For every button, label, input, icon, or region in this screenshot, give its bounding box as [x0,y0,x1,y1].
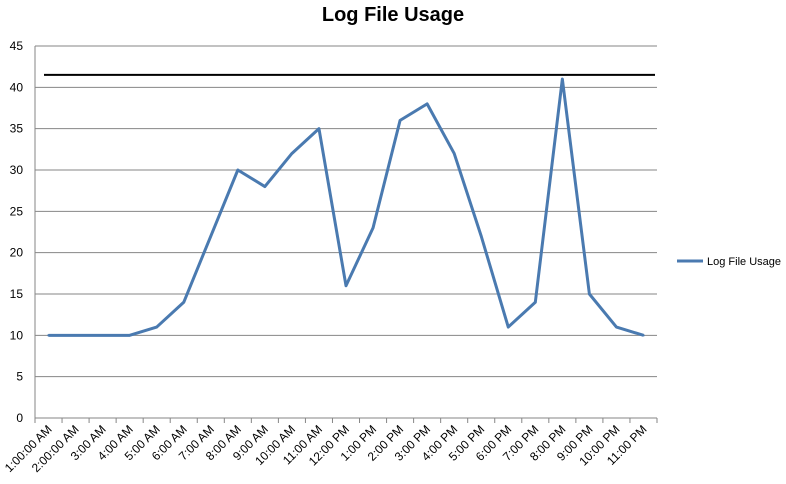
data-point [290,152,294,155]
y-tick-label: 15 [10,287,24,301]
data-point [209,234,212,238]
y-tick-label: 10 [10,328,24,342]
data-point [101,334,104,337]
data-point [344,284,348,287]
data-point [561,77,564,81]
data-point [507,325,510,329]
y-tick-label: 20 [10,246,24,260]
data-point [236,168,240,172]
y-tick-label: 35 [10,122,24,136]
y-tick-label: 45 [10,39,24,53]
data-point [425,102,429,106]
legend-label: Log File Usage [707,256,781,268]
data-point [588,292,591,296]
data-point [452,152,456,155]
y-tick-label: 40 [10,80,24,94]
y-tick-label: 30 [10,163,24,177]
data-point [480,234,483,238]
y-tick-label: 0 [16,411,23,425]
y-tick-label: 25 [10,204,24,218]
data-point [155,325,158,329]
data-point [534,301,537,304]
data-point [182,301,185,304]
data-point [317,127,321,130]
data-point [263,185,267,188]
data-point [398,119,402,122]
data-point [74,334,77,337]
data-point [615,325,618,329]
chart-title: Log File Usage [321,4,465,26]
data-point [642,334,645,337]
series-line [48,77,644,337]
y-tick-label: 5 [16,370,23,384]
data-point [128,334,131,337]
data-point [371,226,375,230]
data-point [47,334,50,337]
